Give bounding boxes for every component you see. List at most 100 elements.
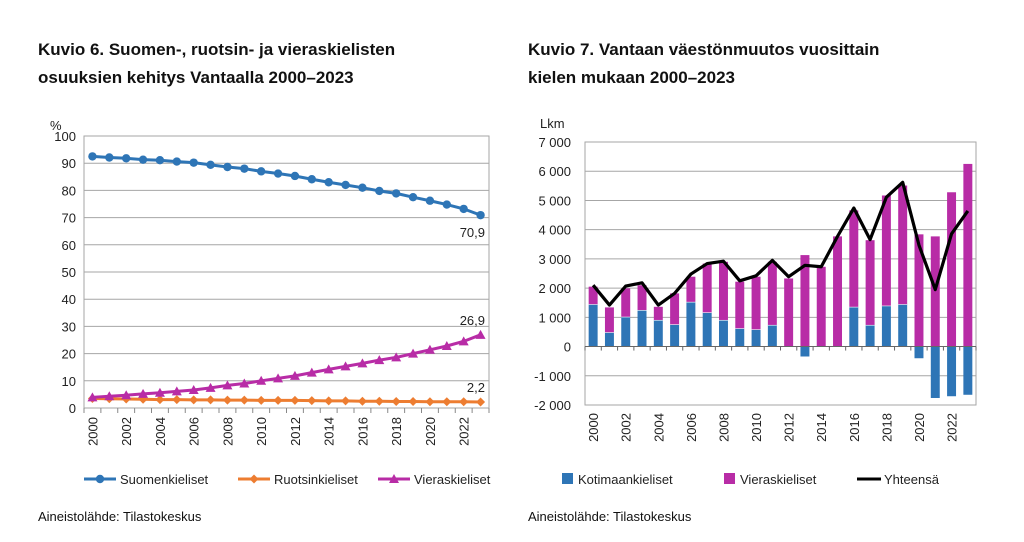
data-point [341,396,351,406]
y-tick-label: 0 [564,340,571,355]
bar-kotimaankieliset [686,301,696,347]
y-tick-label: 100 [54,129,76,144]
x-tick-label: 2010 [254,417,269,446]
data-point [256,395,266,405]
bar-vieraskieliset [735,281,745,329]
data-point [357,396,367,406]
bar-kotimaankieliset [930,346,940,398]
bar-kotimaankieliset [914,346,924,359]
bar-vieraskieliset [833,236,843,347]
bar-kotimaankieliset [800,346,810,357]
bar-kotimaankieliset [702,312,712,347]
data-point [323,364,334,374]
bar-vieraskieliset [914,234,924,347]
y-tick-label: -1 000 [534,369,571,384]
legend-label: Ruotsinkieliset [274,472,358,487]
series-line-suomenkieliset [92,154,482,217]
bar-vieraskieliset [947,192,957,347]
series-line-ruotsinkieliset [92,396,481,404]
data-point [222,395,232,405]
data-point [459,204,468,214]
bar-vieraskieliset [800,255,810,347]
y-axis-label: % [50,118,62,133]
chart2-title: Kuvio 7. Vantaan väestönmuutos vuosittai… [528,36,879,92]
y-tick-label: 1 000 [538,310,571,325]
data-point [154,387,165,397]
legend-marker [249,474,259,484]
x-tick-label: 2016 [847,413,862,442]
end-value-label: 2,2 [467,380,485,395]
x-tick-label: 2000 [85,417,100,446]
legend-label: Vieraskieliset [414,472,491,487]
data-point [155,156,165,165]
data-point [138,155,148,164]
bar-kotimaankieliset [604,332,614,347]
data-point [324,396,334,406]
legend-label: Yhteensä [884,472,940,487]
data-point [223,162,232,172]
bar-vieraskieliset [588,286,598,305]
legend-swatch [724,473,735,484]
bar-vieraskieliset [898,185,908,305]
end-value-label: 70,9 [460,225,485,240]
data-point [425,196,435,205]
x-tick-label: 2004 [651,413,666,442]
bar-vieraskieliset [865,240,875,325]
chart2-source: Aineistolähde: Tilastokeskus [528,509,692,524]
bar-kotimaankieliset [718,319,728,347]
bar-kotimaankieliset [963,346,973,395]
legend-swatch [562,473,573,484]
x-tick-label: 2004 [153,417,168,446]
data-point [256,375,267,385]
data-point [324,178,333,187]
bar-kotimaankieliset [947,346,957,397]
y-tick-label: 6 000 [538,164,571,179]
data-point [188,385,199,395]
legend-label: Vieraskieliset [740,472,817,487]
data-point [425,397,435,407]
series-line-yhteensa [591,180,970,307]
y-tick-label: 0 [69,401,76,416]
data-point [88,152,97,161]
chart2-title-line1: Kuvio 7. Vantaan väestönmuutos vuosittai… [528,40,880,59]
data-point [358,183,367,192]
data-point [273,373,284,383]
x-tick-label: 2022 [945,413,960,442]
data-point [104,391,115,401]
bar-kotimaankieliset [767,324,777,347]
data-point [256,167,266,176]
x-tick-label: 2012 [288,417,303,446]
bar-vieraskieliset [621,288,631,317]
data-point [307,175,317,184]
chart1-title-line2: osuuksien kehitys Vantaalla 2000–2023 [38,68,354,87]
bar-kotimaankieliset [881,305,891,347]
bar-vieraskieliset [784,278,794,347]
bar-vieraskieliset [604,307,614,333]
data-point [121,390,132,400]
y-tick-label: 7 000 [538,135,571,150]
x-tick-label: 2000 [586,413,601,442]
data-point [138,388,149,398]
x-tick-label: 2012 [782,413,797,442]
data-point [307,396,317,406]
y-tick-label: 4 000 [538,223,571,238]
bar-kotimaankieliset [588,304,598,347]
x-tick-label: 2006 [684,413,699,442]
x-tick-label: 2006 [187,417,202,446]
plot-area [584,141,977,406]
bar-vieraskieliset [751,276,761,330]
data-point [239,378,250,388]
x-tick-label: 2022 [457,417,472,446]
bar-vieraskieliset [930,236,940,347]
bar-vieraskieliset [702,263,712,313]
y-tick-label: -2 000 [534,398,571,413]
data-point [374,355,385,365]
data-point [105,153,114,162]
bar-vieraskieliset [637,285,647,311]
bar-kotimaankieliset [637,310,647,347]
y-tick-label: 40 [62,292,76,307]
x-tick-label: 2020 [423,417,438,446]
bar-vieraskieliset [670,293,680,325]
bar-kotimaankieliset [670,324,680,347]
